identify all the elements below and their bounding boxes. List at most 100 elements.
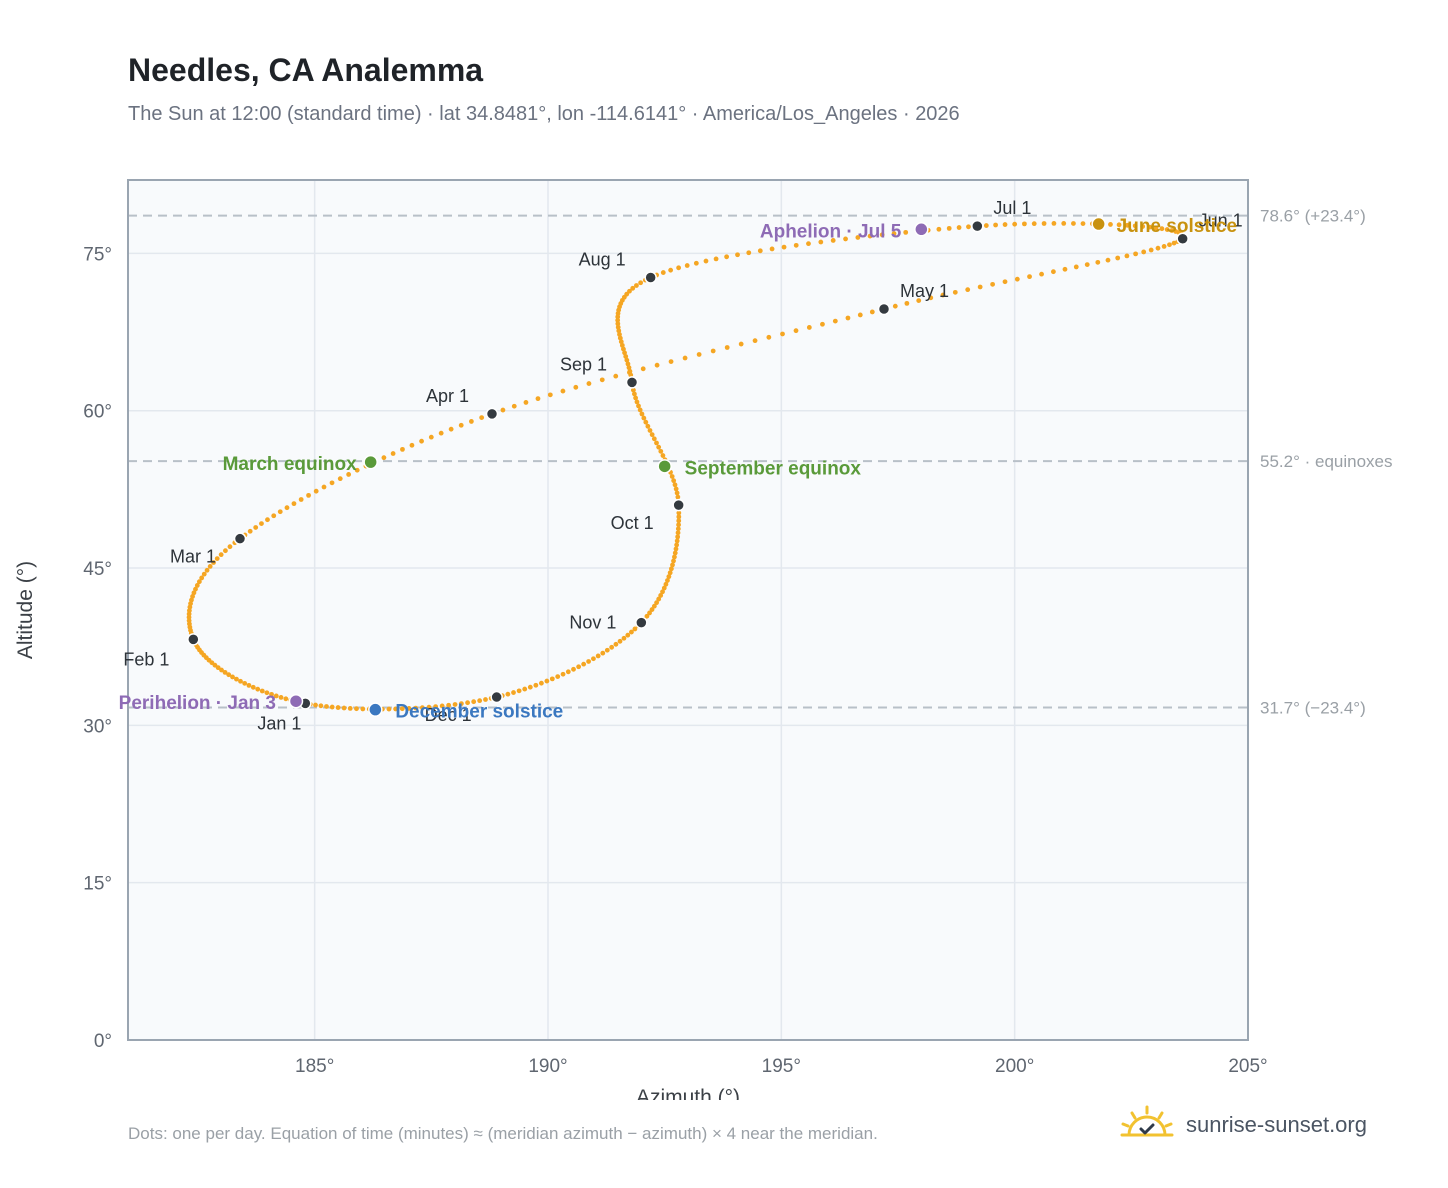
day-dot xyxy=(1133,251,1138,257)
day-dot xyxy=(673,546,679,552)
day-dot xyxy=(672,482,678,488)
chart-title: Needles, CA Analemma xyxy=(128,52,484,88)
day-dot xyxy=(419,705,425,711)
day-dot xyxy=(675,494,681,500)
day-dot xyxy=(903,229,909,235)
day-dot xyxy=(904,300,910,306)
event-marker xyxy=(368,702,383,717)
event-marker xyxy=(288,693,304,709)
month-marker xyxy=(625,376,639,389)
day-dot xyxy=(465,700,470,706)
day-dot xyxy=(634,399,640,405)
day-dot xyxy=(625,361,631,367)
day-dot xyxy=(381,455,387,461)
day-dot xyxy=(573,384,579,390)
day-dot xyxy=(647,428,653,433)
day-dot xyxy=(278,695,284,700)
day-dot xyxy=(581,661,587,667)
day-dot xyxy=(190,594,195,599)
month-marker xyxy=(971,219,984,233)
day-dot xyxy=(670,562,675,568)
day-dot xyxy=(211,560,216,565)
day-dot xyxy=(1012,221,1018,227)
day-dot xyxy=(676,522,681,528)
day-dot xyxy=(820,321,825,327)
day-dot xyxy=(639,411,645,417)
day-dot xyxy=(523,400,529,405)
day-dot xyxy=(671,478,677,484)
day-dot xyxy=(413,705,419,711)
day-dot xyxy=(549,676,555,682)
day-dot xyxy=(1155,245,1161,251)
day-dot xyxy=(306,492,311,498)
day-dot xyxy=(544,678,550,684)
day-dot xyxy=(1115,255,1121,261)
day-dot xyxy=(226,672,232,678)
day-dot xyxy=(658,593,664,598)
month-marker xyxy=(490,690,503,704)
day-dot xyxy=(527,684,533,690)
day-dot xyxy=(511,403,517,409)
day-dot xyxy=(674,542,680,548)
day-dot xyxy=(696,352,702,357)
day-dot xyxy=(406,706,412,711)
day-dot xyxy=(638,280,644,286)
day-dot xyxy=(446,702,452,708)
day-dot xyxy=(439,703,445,709)
day-dot xyxy=(631,391,637,397)
day-dot xyxy=(843,236,848,242)
day-dot xyxy=(298,497,304,502)
month-marker-label: Feb 1 xyxy=(123,649,169,669)
day-dot xyxy=(313,702,318,708)
day-dot xyxy=(452,702,458,707)
event-markers: March equinox June solstice September equi… xyxy=(119,216,1237,723)
day-dot xyxy=(522,686,528,692)
y-axis-title: Altitude (°) xyxy=(14,561,37,659)
y-tick-label: 45° xyxy=(83,559,112,580)
x-tick-label: 190° xyxy=(528,1056,567,1077)
x-tick-label: 195° xyxy=(762,1056,801,1077)
day-dot xyxy=(264,690,270,696)
day-dot xyxy=(630,285,636,291)
day-dot xyxy=(438,430,444,436)
day-dot xyxy=(242,680,248,686)
day-dot xyxy=(1105,257,1111,263)
day-dot xyxy=(269,691,274,697)
day-dot xyxy=(599,377,605,383)
plot-frame xyxy=(127,179,1249,1041)
day-dot xyxy=(218,552,224,558)
day-dot xyxy=(227,544,233,550)
day-dot xyxy=(633,395,638,401)
day-dot xyxy=(1051,221,1057,226)
day-dot xyxy=(672,554,677,560)
day-dot xyxy=(845,315,851,321)
day-dot xyxy=(624,357,630,363)
day-dot xyxy=(576,664,582,670)
day-dot xyxy=(386,706,392,712)
day-dot xyxy=(1080,221,1086,227)
day-dot xyxy=(571,666,576,672)
day-dot xyxy=(273,693,279,699)
day-dot xyxy=(419,438,424,444)
day-dot xyxy=(533,682,539,688)
day-dot xyxy=(234,676,239,682)
day-dot xyxy=(617,638,623,644)
day-dot xyxy=(283,696,289,702)
day-dot xyxy=(647,610,652,616)
day-dot xyxy=(500,407,506,413)
day-dot xyxy=(591,656,596,662)
day-dot xyxy=(1051,269,1056,275)
day-dot xyxy=(649,432,655,438)
day-dot xyxy=(399,706,405,712)
day-dot xyxy=(637,407,643,413)
day-dot xyxy=(757,248,763,254)
day-dot xyxy=(219,667,224,673)
day-dot xyxy=(1022,221,1027,227)
day-dot xyxy=(928,295,934,301)
day-dot xyxy=(669,474,675,479)
day-dot xyxy=(956,225,962,230)
y-tick-label: 15° xyxy=(83,874,112,895)
day-dot xyxy=(632,626,638,632)
day-dot xyxy=(869,309,875,315)
day-dot xyxy=(194,583,200,588)
